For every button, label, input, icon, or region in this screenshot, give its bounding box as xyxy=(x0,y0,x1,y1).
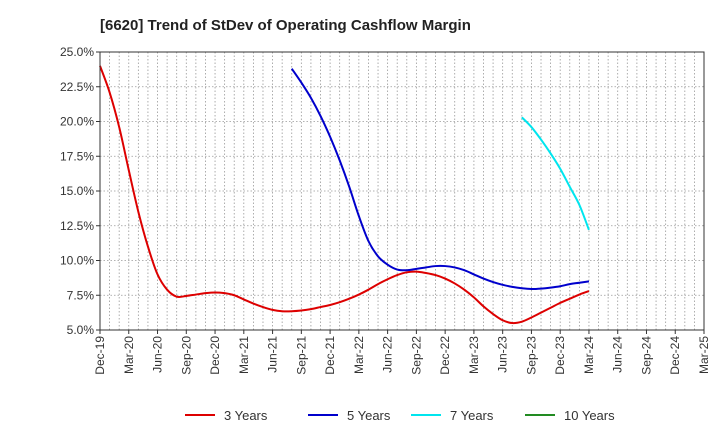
x-tick-label: Sep-20 xyxy=(179,336,193,375)
x-tick-label: Sep-22 xyxy=(409,336,423,375)
y-tick-label: 22.5% xyxy=(60,80,94,94)
x-tick-label: Mar-24 xyxy=(582,336,596,374)
y-tick-label: 15.0% xyxy=(60,184,94,198)
x-tick-label: Mar-25 xyxy=(697,336,711,374)
chart-title: [6620] Trend of StDev of Operating Cashf… xyxy=(100,17,471,34)
legend: 3 Years 5 Years 7 Years 10 Years xyxy=(185,408,615,423)
x-tick-label: Mar-22 xyxy=(352,336,366,374)
x-tick-label: Dec-22 xyxy=(438,336,452,375)
legend-label: 3 Years xyxy=(224,408,268,423)
x-axis-ticks: Dec-19 Mar-20 Jun-20 Sep-20 Dec-20 Mar-21 Jun-… xyxy=(93,330,711,375)
x-tick-label: Mar-23 xyxy=(467,336,481,374)
series-lines xyxy=(99,65,590,325)
y-tick-label: 5.0% xyxy=(67,323,95,337)
x-tick-label: Dec-19 xyxy=(93,336,107,375)
y-tick-label: 20.0% xyxy=(60,115,94,129)
legend-label: 5 Years xyxy=(347,408,391,423)
x-tick-label: Mar-20 xyxy=(122,336,136,374)
x-tick-label: Dec-23 xyxy=(553,336,567,375)
x-tick-label: Jun-23 xyxy=(496,336,510,373)
series-line-7-years xyxy=(521,116,590,231)
y-tick-label: 17.5% xyxy=(60,149,94,163)
plot-frame xyxy=(99,51,705,331)
x-tick-label: Dec-21 xyxy=(323,336,337,375)
x-tick-label: Mar-21 xyxy=(237,336,251,374)
x-tick-label: Jun-21 xyxy=(266,336,280,373)
series-line-5-years xyxy=(290,68,590,290)
x-tick-label: Jun-22 xyxy=(381,336,395,373)
y-tick-label: 25.0% xyxy=(60,45,94,59)
x-tick-label: Dec-24 xyxy=(668,336,682,375)
y-tick-label: 12.5% xyxy=(60,219,94,233)
series-line-3-years xyxy=(99,65,590,325)
y-axis-ticks: 5.0% 7.5% 10.0% 12.5% 15.0% 17.5% 20.0% 22.5% 25… xyxy=(60,45,100,337)
x-tick-label: Sep-23 xyxy=(524,336,538,375)
x-tick-label: Jun-24 xyxy=(611,336,625,373)
legend-label: 7 Years xyxy=(450,408,494,423)
y-tick-label: 7.5% xyxy=(67,288,95,302)
x-tick-label: Sep-21 xyxy=(294,336,308,375)
x-tick-label: Dec-20 xyxy=(208,336,222,375)
y-tick-label: 10.0% xyxy=(60,254,94,268)
x-tick-label: Jun-20 xyxy=(151,336,165,373)
legend-label: 10 Years xyxy=(564,408,615,423)
x-tick-label: Sep-24 xyxy=(639,336,653,375)
